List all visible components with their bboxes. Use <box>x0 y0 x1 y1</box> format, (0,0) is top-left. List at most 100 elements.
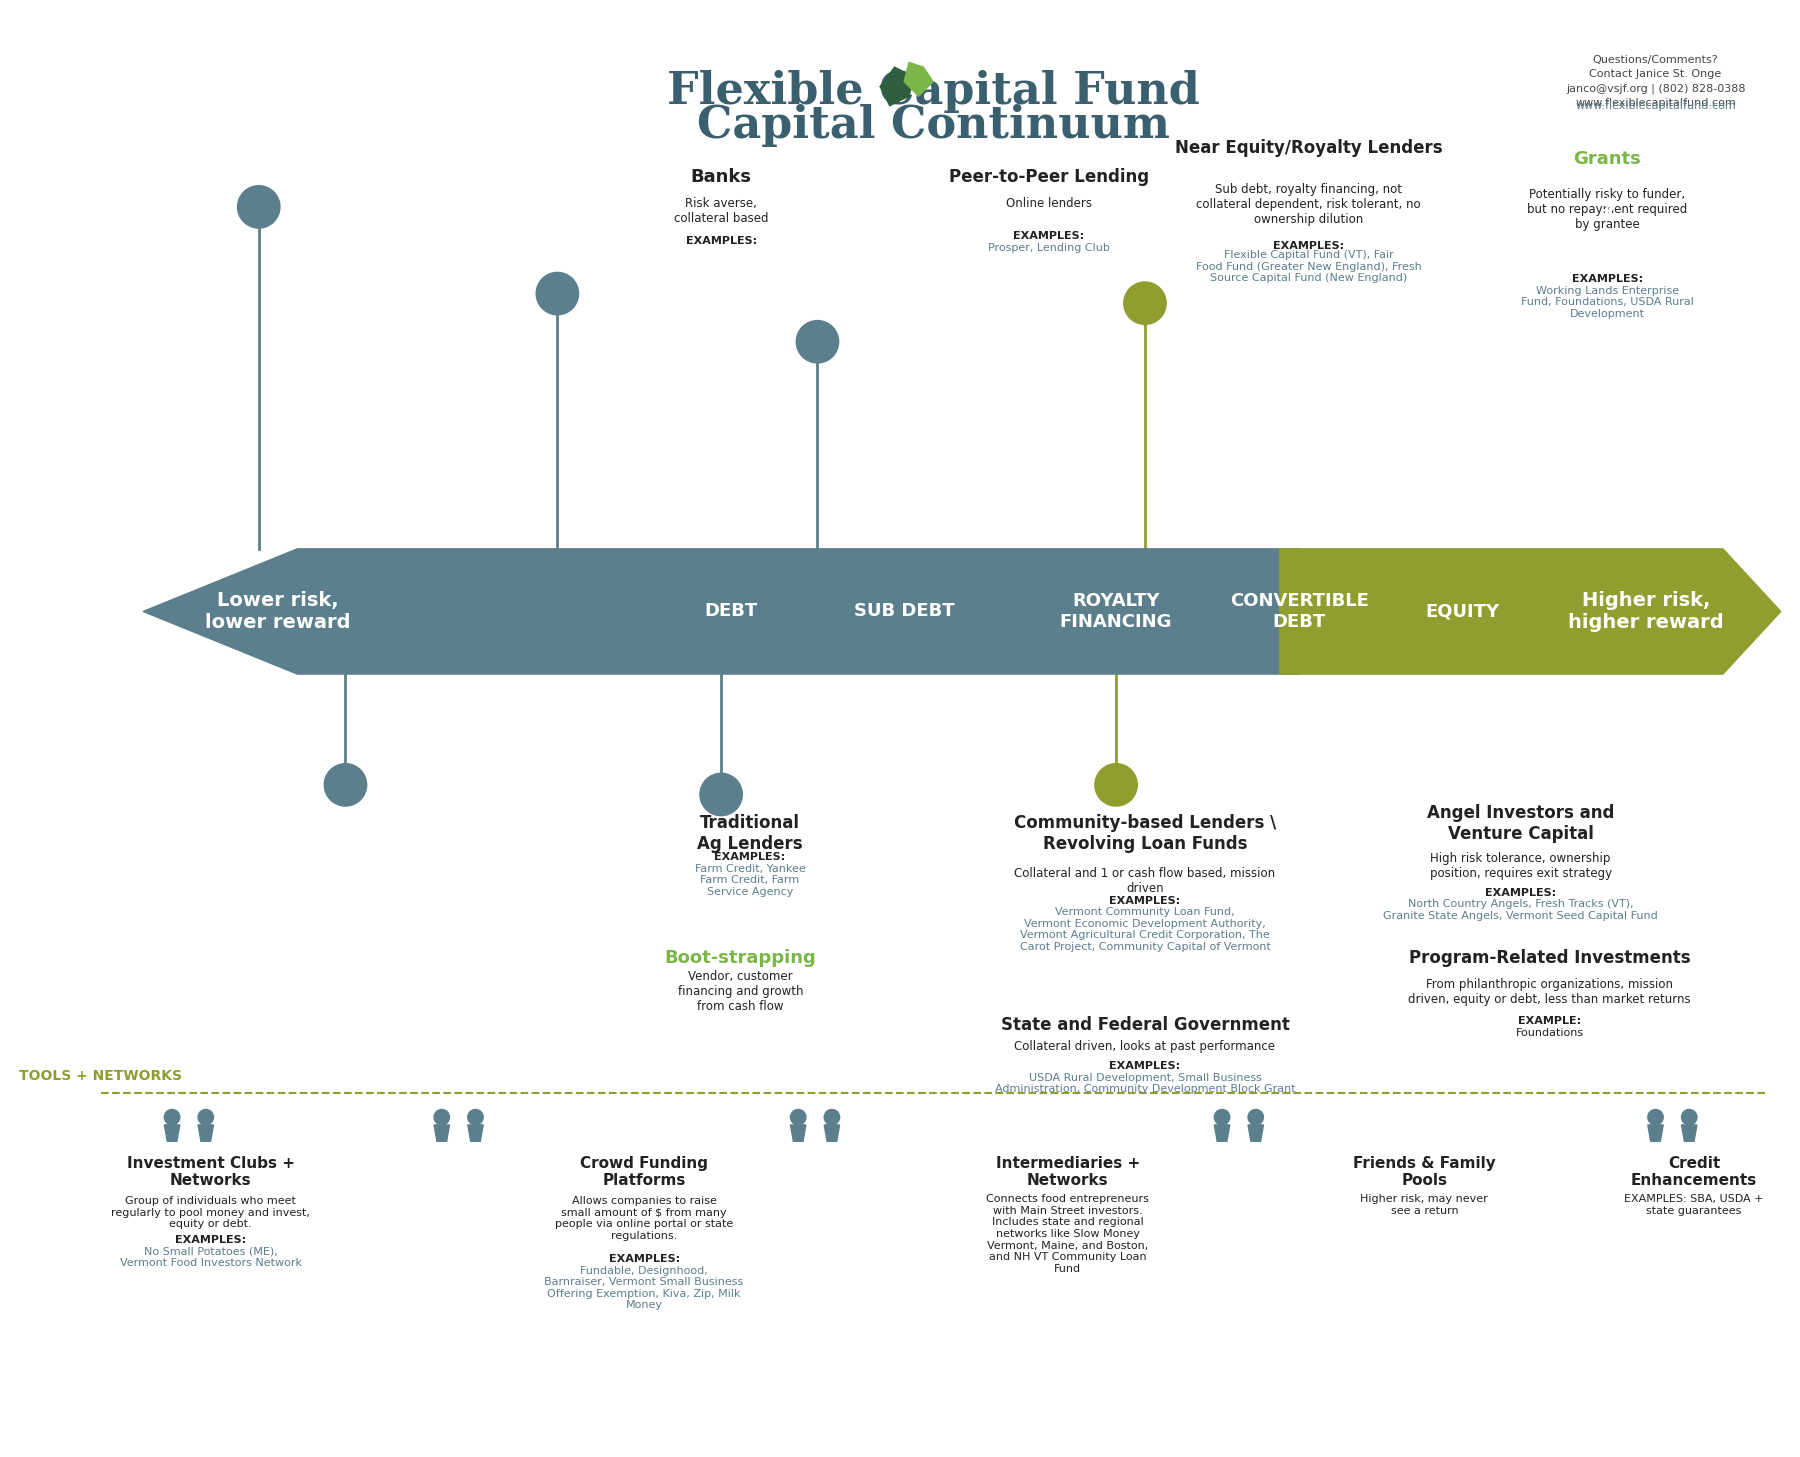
Circle shape <box>700 774 742 816</box>
Polygon shape <box>468 1125 482 1141</box>
Polygon shape <box>1647 1125 1663 1141</box>
Text: Prosper, Lending Club: Prosper, Lending Club <box>988 242 1109 252</box>
Text: CONVERTIBLE
DEBT: CONVERTIBLE DEBT <box>1229 592 1368 631</box>
Circle shape <box>1094 763 1138 806</box>
Text: $: $ <box>743 775 756 794</box>
Polygon shape <box>144 549 1300 675</box>
Text: North Country Angels, Fresh Tracks (VT),
Granite State Angels, Vermont Seed Capi: North Country Angels, Fresh Tracks (VT),… <box>1382 899 1658 921</box>
Text: $: $ <box>1600 197 1615 217</box>
Text: Vendor, customer
financing and growth
from cash flow: Vendor, customer financing and growth fr… <box>677 970 803 1013</box>
Text: EXAMPLES:: EXAMPLES: <box>608 1254 680 1265</box>
Text: Peer-to-Peer Lending: Peer-to-Peer Lending <box>949 169 1148 186</box>
Text: Crowd Funding
Platforms: Crowd Funding Platforms <box>580 1155 707 1187</box>
Text: EXAMPLE:: EXAMPLE: <box>1517 1016 1580 1026</box>
Text: Flexible Capital Fund (VT), Fair
Food Fund (Greater New England), Fresh
Source C: Flexible Capital Fund (VT), Fair Food Fu… <box>1195 251 1422 284</box>
Text: Potentially risky to funder,
but no repayment required
by grantee: Potentially risky to funder, but no repa… <box>1526 188 1687 230</box>
Text: Lower risk,
lower reward: Lower risk, lower reward <box>205 592 351 632</box>
Text: $: $ <box>1514 775 1528 794</box>
Circle shape <box>790 1109 806 1125</box>
Text: Program-Related Investments: Program-Related Investments <box>1409 949 1690 966</box>
Text: $: $ <box>1042 332 1055 351</box>
Text: State and Federal Government: State and Federal Government <box>1001 1016 1289 1034</box>
Text: $: $ <box>715 294 727 313</box>
Text: TOOLS + NETWORKS: TOOLS + NETWORKS <box>18 1069 182 1084</box>
Text: Working Lands Enterprise
Fund, Foundations, USDA Rural
Development: Working Lands Enterprise Fund, Foundatio… <box>1521 286 1694 319</box>
Polygon shape <box>824 1125 839 1141</box>
Text: EXAMPLES:: EXAMPLES: <box>715 852 785 863</box>
Circle shape <box>468 1109 482 1125</box>
Circle shape <box>434 1109 450 1125</box>
Text: ROYALTY
FINANCING: ROYALTY FINANCING <box>1060 592 1172 631</box>
Text: Higher risk, may never
see a return: Higher risk, may never see a return <box>1361 1195 1489 1215</box>
Text: Capital Continuum: Capital Continuum <box>697 103 1170 147</box>
Text: EXAMPLES:: EXAMPLES: <box>1273 240 1345 251</box>
Text: EXAMPLES:: EXAMPLES: <box>1485 887 1557 898</box>
Text: Boot-strapping: Boot-strapping <box>664 949 815 966</box>
Text: EXAMPLES: SBA, USDA +
state guarantees: EXAMPLES: SBA, USDA + state guarantees <box>1624 1195 1764 1215</box>
Circle shape <box>1647 1109 1663 1125</box>
Circle shape <box>1123 283 1166 325</box>
Circle shape <box>164 1109 180 1125</box>
Text: Angel Investors and
Venture Capital: Angel Investors and Venture Capital <box>1427 804 1615 844</box>
Circle shape <box>796 321 839 363</box>
Text: Credit
Enhancements: Credit Enhancements <box>1631 1155 1757 1187</box>
Text: Banks: Banks <box>691 169 752 186</box>
Text: Higher risk,
higher reward: Higher risk, higher reward <box>1568 592 1724 632</box>
Text: SUB DEBT: SUB DEBT <box>853 602 954 621</box>
Circle shape <box>1681 1109 1697 1125</box>
Text: Farm Credit, Yankee
Farm Credit, Farm
Service Agency: Farm Credit, Yankee Farm Credit, Farm Se… <box>695 864 805 898</box>
Polygon shape <box>1280 549 1780 675</box>
Polygon shape <box>880 67 914 106</box>
Text: EXAMPLES:: EXAMPLES: <box>1109 1061 1181 1071</box>
Text: EXAMPLES:: EXAMPLES: <box>686 236 756 246</box>
Text: EXAMPLES:: EXAMPLES: <box>1013 232 1084 240</box>
Circle shape <box>536 272 578 315</box>
Text: $: $ <box>1301 284 1316 303</box>
Circle shape <box>1247 1109 1264 1125</box>
Text: Connects food entrepreneurs
with Main Street investors.
Includes state and regio: Connects food entrepreneurs with Main St… <box>986 1195 1150 1273</box>
Circle shape <box>238 185 281 229</box>
Text: Community-based Lenders \
Revolving Loan Funds: Community-based Lenders \ Revolving Loan… <box>1013 814 1276 852</box>
Text: Grants: Grants <box>1573 150 1642 169</box>
Polygon shape <box>1681 1125 1697 1141</box>
Text: EXAMPLES:: EXAMPLES: <box>1109 896 1181 906</box>
Text: Foundations: Foundations <box>1516 1027 1584 1037</box>
Polygon shape <box>1247 1125 1264 1141</box>
Polygon shape <box>198 1125 214 1141</box>
Polygon shape <box>1215 1125 1229 1141</box>
Circle shape <box>324 763 367 806</box>
Circle shape <box>198 1109 214 1125</box>
Text: $: $ <box>1138 785 1152 804</box>
Text: Questions/Comments?
Contact Janice St. Onge
janco@vsjf.org | (802) 828-0388
www.: Questions/Comments? Contact Janice St. O… <box>1566 55 1746 108</box>
Text: Collateral driven, looks at past performance: Collateral driven, looks at past perform… <box>1015 1040 1276 1053</box>
Text: High risk tolerance, ownership
position, requires exit strategy: High risk tolerance, ownership position,… <box>1429 852 1611 880</box>
Text: Investment Clubs +
Networks: Investment Clubs + Networks <box>126 1155 295 1187</box>
Text: Near Equity/Royalty Lenders: Near Equity/Royalty Lenders <box>1175 140 1442 157</box>
Polygon shape <box>904 63 932 96</box>
Text: Collateral and 1 or cash flow based, mission
driven: Collateral and 1 or cash flow based, mis… <box>1015 867 1276 895</box>
Text: Traditional
Ag Lenders: Traditional Ag Lenders <box>697 814 803 852</box>
Text: EXAMPLES:: EXAMPLES: <box>175 1234 247 1244</box>
Text: www.flexiblecapitalfund.com: www.flexiblecapitalfund.com <box>1575 101 1735 111</box>
Text: Friends & Family
Pools: Friends & Family Pools <box>1354 1155 1496 1187</box>
Text: Fundable, Designhood,
Barnraiser, Vermont Small Business
Offering Exemption, Kiv: Fundable, Designhood, Barnraiser, Vermon… <box>544 1266 743 1310</box>
Text: Sub debt, royalty financing, not
collateral dependent, risk tolerant, no
ownersh: Sub debt, royalty financing, not collate… <box>1197 182 1420 226</box>
Text: Intermediaries +
Networks: Intermediaries + Networks <box>995 1155 1139 1187</box>
Polygon shape <box>434 1125 450 1141</box>
Text: From philanthropic organizations, mission
driven, equity or debt, less than mark: From philanthropic organizations, missio… <box>1408 978 1690 1005</box>
Text: Allows companies to raise
small amount of $ from many
people via online portal o: Allows companies to raise small amount o… <box>554 1196 733 1241</box>
Text: DEBT: DEBT <box>704 602 758 621</box>
Circle shape <box>824 1109 839 1125</box>
Text: No Small Potatoes (ME),
Vermont Food Investors Network: No Small Potatoes (ME), Vermont Food Inv… <box>119 1246 302 1268</box>
Text: Online lenders: Online lenders <box>1006 197 1091 210</box>
Text: USDA Rural Development, Small Business
Administration, Community Development Blo: USDA Rural Development, Small Business A… <box>995 1072 1296 1094</box>
Circle shape <box>1215 1109 1229 1125</box>
Text: Risk averse,
collateral based: Risk averse, collateral based <box>673 197 769 226</box>
Polygon shape <box>790 1125 806 1141</box>
Text: Flexible Capital Fund: Flexible Capital Fund <box>666 70 1199 112</box>
Text: Group of individuals who meet
regularly to pool money and invest,
equity or debt: Group of individuals who meet regularly … <box>112 1196 310 1230</box>
Text: Vermont Community Loan Fund,
Vermont Economic Development Authority,
Vermont Agr: Vermont Community Loan Fund, Vermont Eco… <box>1019 908 1271 951</box>
Text: EXAMPLES:: EXAMPLES: <box>1571 274 1643 284</box>
Polygon shape <box>164 1125 180 1141</box>
Text: EQUITY: EQUITY <box>1426 602 1499 621</box>
